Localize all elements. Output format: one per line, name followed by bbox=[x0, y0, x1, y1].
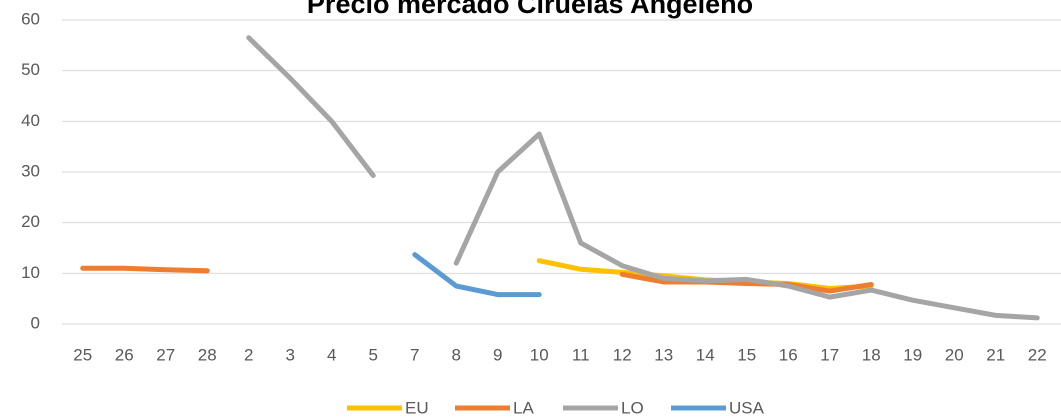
y-tick-label: 50 bbox=[21, 60, 40, 79]
x-tick-label: 10 bbox=[530, 345, 549, 364]
x-tick-label: 27 bbox=[156, 345, 175, 364]
x-tick-label: 9 bbox=[493, 345, 502, 364]
x-tick-label: 16 bbox=[779, 345, 798, 364]
y-tick-label: 60 bbox=[21, 9, 40, 28]
series-line bbox=[80, 265, 874, 294]
x-tick-label: 22 bbox=[1028, 345, 1047, 364]
y-tick-label: 0 bbox=[31, 313, 40, 332]
y-tick-label: 10 bbox=[21, 263, 40, 282]
x-tick-label: 21 bbox=[986, 345, 1005, 364]
y-tick-label: 30 bbox=[21, 161, 40, 180]
x-tick-label: 20 bbox=[945, 345, 964, 364]
x-tick-label: 19 bbox=[903, 345, 922, 364]
x-tick-label: 7 bbox=[410, 345, 419, 364]
x-tick-label: 2 bbox=[244, 345, 253, 364]
legend-label: LA bbox=[513, 398, 534, 417]
chart-title: Precio mercado Ciruelas Angeleño bbox=[307, 0, 753, 19]
x-tick-label: 13 bbox=[654, 345, 673, 364]
x-tick-label: 14 bbox=[696, 345, 715, 364]
x-tick-label: 26 bbox=[115, 345, 134, 364]
x-tick-label: 28 bbox=[198, 345, 217, 364]
x-tick-label: 25 bbox=[73, 345, 92, 364]
legend-label: USA bbox=[729, 398, 765, 417]
y-tick-label: 40 bbox=[21, 111, 40, 130]
series-line bbox=[246, 35, 1040, 321]
legend-label: EU bbox=[405, 398, 429, 417]
x-tick-label: 4 bbox=[327, 345, 336, 364]
y-tick-label: 20 bbox=[21, 212, 40, 231]
x-tick-label: 3 bbox=[286, 345, 295, 364]
x-tick-label: 17 bbox=[820, 345, 839, 364]
legend-label: LO bbox=[621, 398, 644, 417]
x-tick-label: 8 bbox=[452, 345, 461, 364]
series-line bbox=[412, 252, 542, 298]
x-tick-label: 11 bbox=[572, 345, 590, 364]
x-tick-label: 12 bbox=[613, 345, 632, 364]
x-tick-label: 15 bbox=[737, 345, 756, 364]
x-tick-label: 18 bbox=[862, 345, 881, 364]
x-tick-label: 5 bbox=[369, 345, 378, 364]
